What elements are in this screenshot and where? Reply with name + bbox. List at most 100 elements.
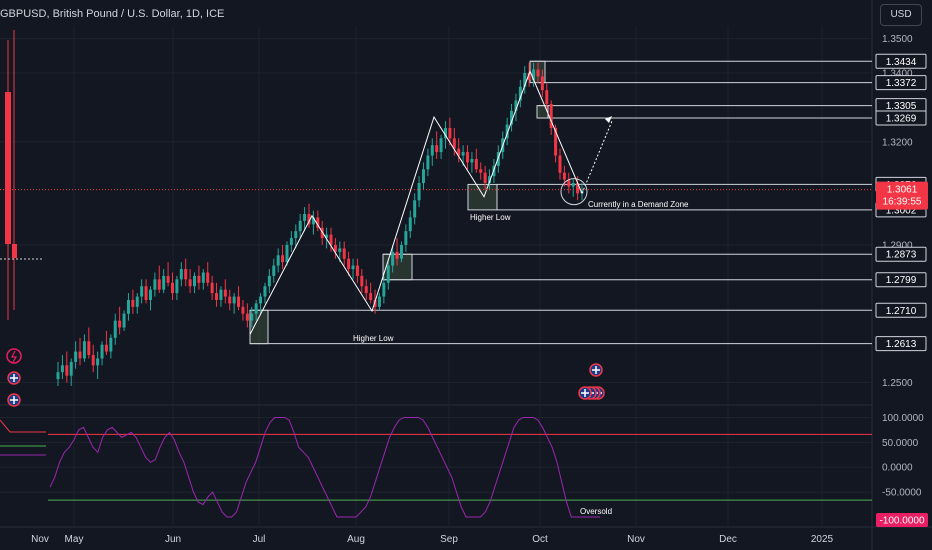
- candle-body: [470, 158, 474, 163]
- candle-body: [421, 169, 425, 184]
- candle-body: [60, 365, 64, 373]
- candle-body: [87, 341, 91, 356]
- y-tick-label: 1.2900: [882, 240, 913, 251]
- candle-body: [122, 313, 126, 328]
- candle-body: [56, 372, 60, 380]
- candle-body: [540, 76, 544, 91]
- indicator-line: [49, 416, 600, 518]
- indicator-tick-label: 0.0000: [882, 463, 913, 474]
- candle-body: [175, 279, 179, 294]
- x-tick-label: 2025: [811, 534, 834, 545]
- candle-body: [157, 279, 161, 290]
- candle-body: [545, 90, 549, 104]
- annotation-label: Higher Low: [353, 334, 394, 343]
- candle-body: [554, 128, 558, 156]
- overlays: Higher Low Higher Low Currently in a Deman…: [0, 69, 872, 407]
- prev-candle: [5, 92, 11, 244]
- x-tick-label: Jun: [165, 534, 181, 545]
- level-tag: [875, 110, 927, 126]
- candle-body: [395, 251, 399, 259]
- candle-body: [193, 275, 197, 287]
- candle-body: [532, 69, 536, 80]
- candle-body: [228, 296, 232, 304]
- level-tag-label: 1.3372: [886, 78, 917, 89]
- candle-body: [417, 183, 421, 201]
- candle-body: [267, 275, 271, 287]
- candle-body: [549, 103, 553, 129]
- candle-body: [78, 351, 82, 359]
- candle-body: [536, 69, 540, 77]
- candle-body: [360, 275, 364, 287]
- candle-body: [237, 296, 241, 307]
- candle-body: [347, 258, 351, 270]
- indicator-pane: Oversold: [0, 416, 872, 518]
- candle-body: [505, 124, 509, 139]
- candle-body: [250, 313, 254, 321]
- candle-body: [259, 296, 263, 304]
- candle-body: [369, 293, 373, 300]
- candle-body: [113, 320, 117, 338]
- level-tag-label: 1.2799: [886, 275, 917, 286]
- projection-arrowhead: [605, 116, 612, 123]
- candle-body: [210, 282, 214, 294]
- candle-body: [439, 138, 443, 153]
- level-tag: [875, 272, 927, 288]
- level-tag: [875, 302, 927, 318]
- candle-body: [206, 272, 210, 283]
- candle-body: [170, 282, 174, 294]
- level-tag-label: 1.2613: [886, 339, 917, 350]
- candle-body: [215, 293, 219, 300]
- prev-indicator: [0, 419, 46, 433]
- candle-body: [96, 358, 100, 366]
- candle-body: [197, 275, 201, 283]
- candle-body: [580, 189, 584, 194]
- demand-zone: [249, 309, 269, 345]
- level-tag-label: 1.3434: [886, 57, 917, 68]
- indicator-tick-label: 50.0000: [882, 438, 919, 449]
- x-tick-label: Oct: [532, 534, 548, 545]
- y-tick-label: 1.2500: [882, 378, 913, 389]
- candle-body: [483, 172, 487, 184]
- candle-body: [263, 286, 267, 297]
- candle-body: [272, 265, 276, 276]
- candle-body: [399, 244, 403, 259]
- x-tick-label: Jul: [253, 534, 266, 545]
- demand-zone: [467, 183, 498, 211]
- candle-body: [65, 365, 69, 376]
- candle-body: [391, 251, 395, 266]
- x-tick-label: Dec: [719, 534, 737, 545]
- candle-body: [69, 361, 73, 376]
- symbol-title: GBPUSD, British Pound / U.S. Dollar, 1D,…: [0, 8, 225, 20]
- candle-body: [364, 286, 368, 294]
- candle-body: [466, 152, 470, 163]
- indicator-value-tag: [876, 513, 928, 528]
- candle-body: [377, 296, 381, 307]
- current-price-value: 1.3061: [887, 185, 918, 196]
- candle-body: [281, 255, 285, 263]
- candle-body: [126, 299, 130, 314]
- current-price-tag: [876, 181, 928, 210]
- demand-circle: [560, 178, 588, 206]
- candle-body: [104, 344, 108, 352]
- level-tag-label: 1.3305: [886, 101, 917, 112]
- candle-body: [276, 255, 280, 266]
- candle-body: [188, 279, 192, 287]
- level-tag: [875, 336, 927, 352]
- candle-body: [514, 100, 518, 111]
- candle-body: [461, 152, 465, 156]
- candle-body: [382, 282, 386, 297]
- candle-body: [109, 337, 113, 352]
- candle-body: [386, 265, 390, 283]
- level-tag-label: 1.3002: [886, 205, 917, 216]
- candle-body: [523, 72, 527, 87]
- candle-body: [408, 217, 412, 232]
- candle-body: [430, 145, 434, 156]
- currency-button[interactable]: USD: [880, 4, 922, 26]
- candle-body: [245, 313, 249, 321]
- x-tick-label: Nov: [31, 534, 49, 545]
- prev-candle: [12, 244, 17, 258]
- candle-body: [118, 320, 122, 328]
- y-tick-label: 1.3400: [882, 68, 913, 79]
- candle-body: [219, 289, 223, 300]
